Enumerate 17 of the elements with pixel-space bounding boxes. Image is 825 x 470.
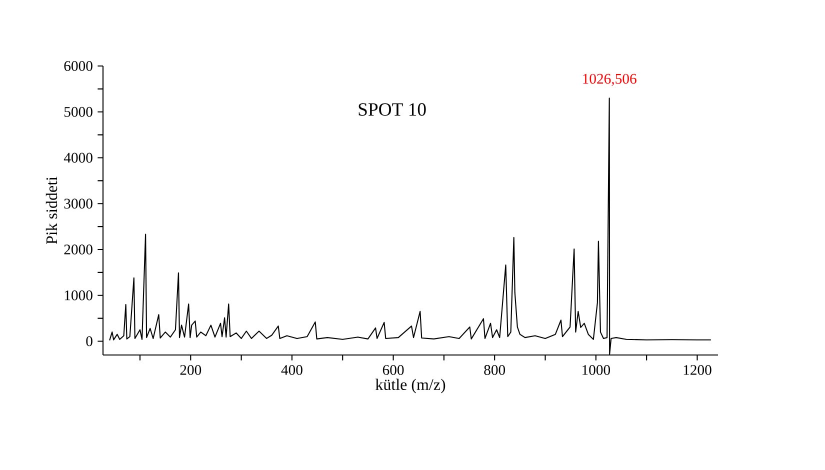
y-tick-label: 4000 bbox=[64, 152, 92, 163]
y-tick-label: 1000 bbox=[64, 290, 92, 300]
y-tick-label: 2000 bbox=[64, 244, 92, 254]
y-tick-label: 0 bbox=[86, 336, 92, 346]
y-tick-label: 6000 bbox=[64, 61, 92, 71]
x-tick-label: 800 bbox=[484, 365, 506, 375]
x-tick-label: 1000 bbox=[582, 365, 610, 375]
x-axis-title: kütle (m/z) bbox=[375, 378, 446, 394]
y-axis-title: Pik siddeti bbox=[46, 176, 58, 244]
x-tick-label: 600 bbox=[382, 365, 404, 375]
x-tick-label: 1200 bbox=[684, 365, 712, 375]
text: SPOT 10 bbox=[358, 103, 426, 116]
y-tick-label: 3000 bbox=[64, 198, 92, 209]
annotation: 1026,506 bbox=[583, 74, 636, 86]
x-tick-label: 200 bbox=[180, 365, 202, 375]
x-tick-label: 400 bbox=[281, 365, 302, 375]
y-tick-label: 5000 bbox=[64, 106, 92, 117]
